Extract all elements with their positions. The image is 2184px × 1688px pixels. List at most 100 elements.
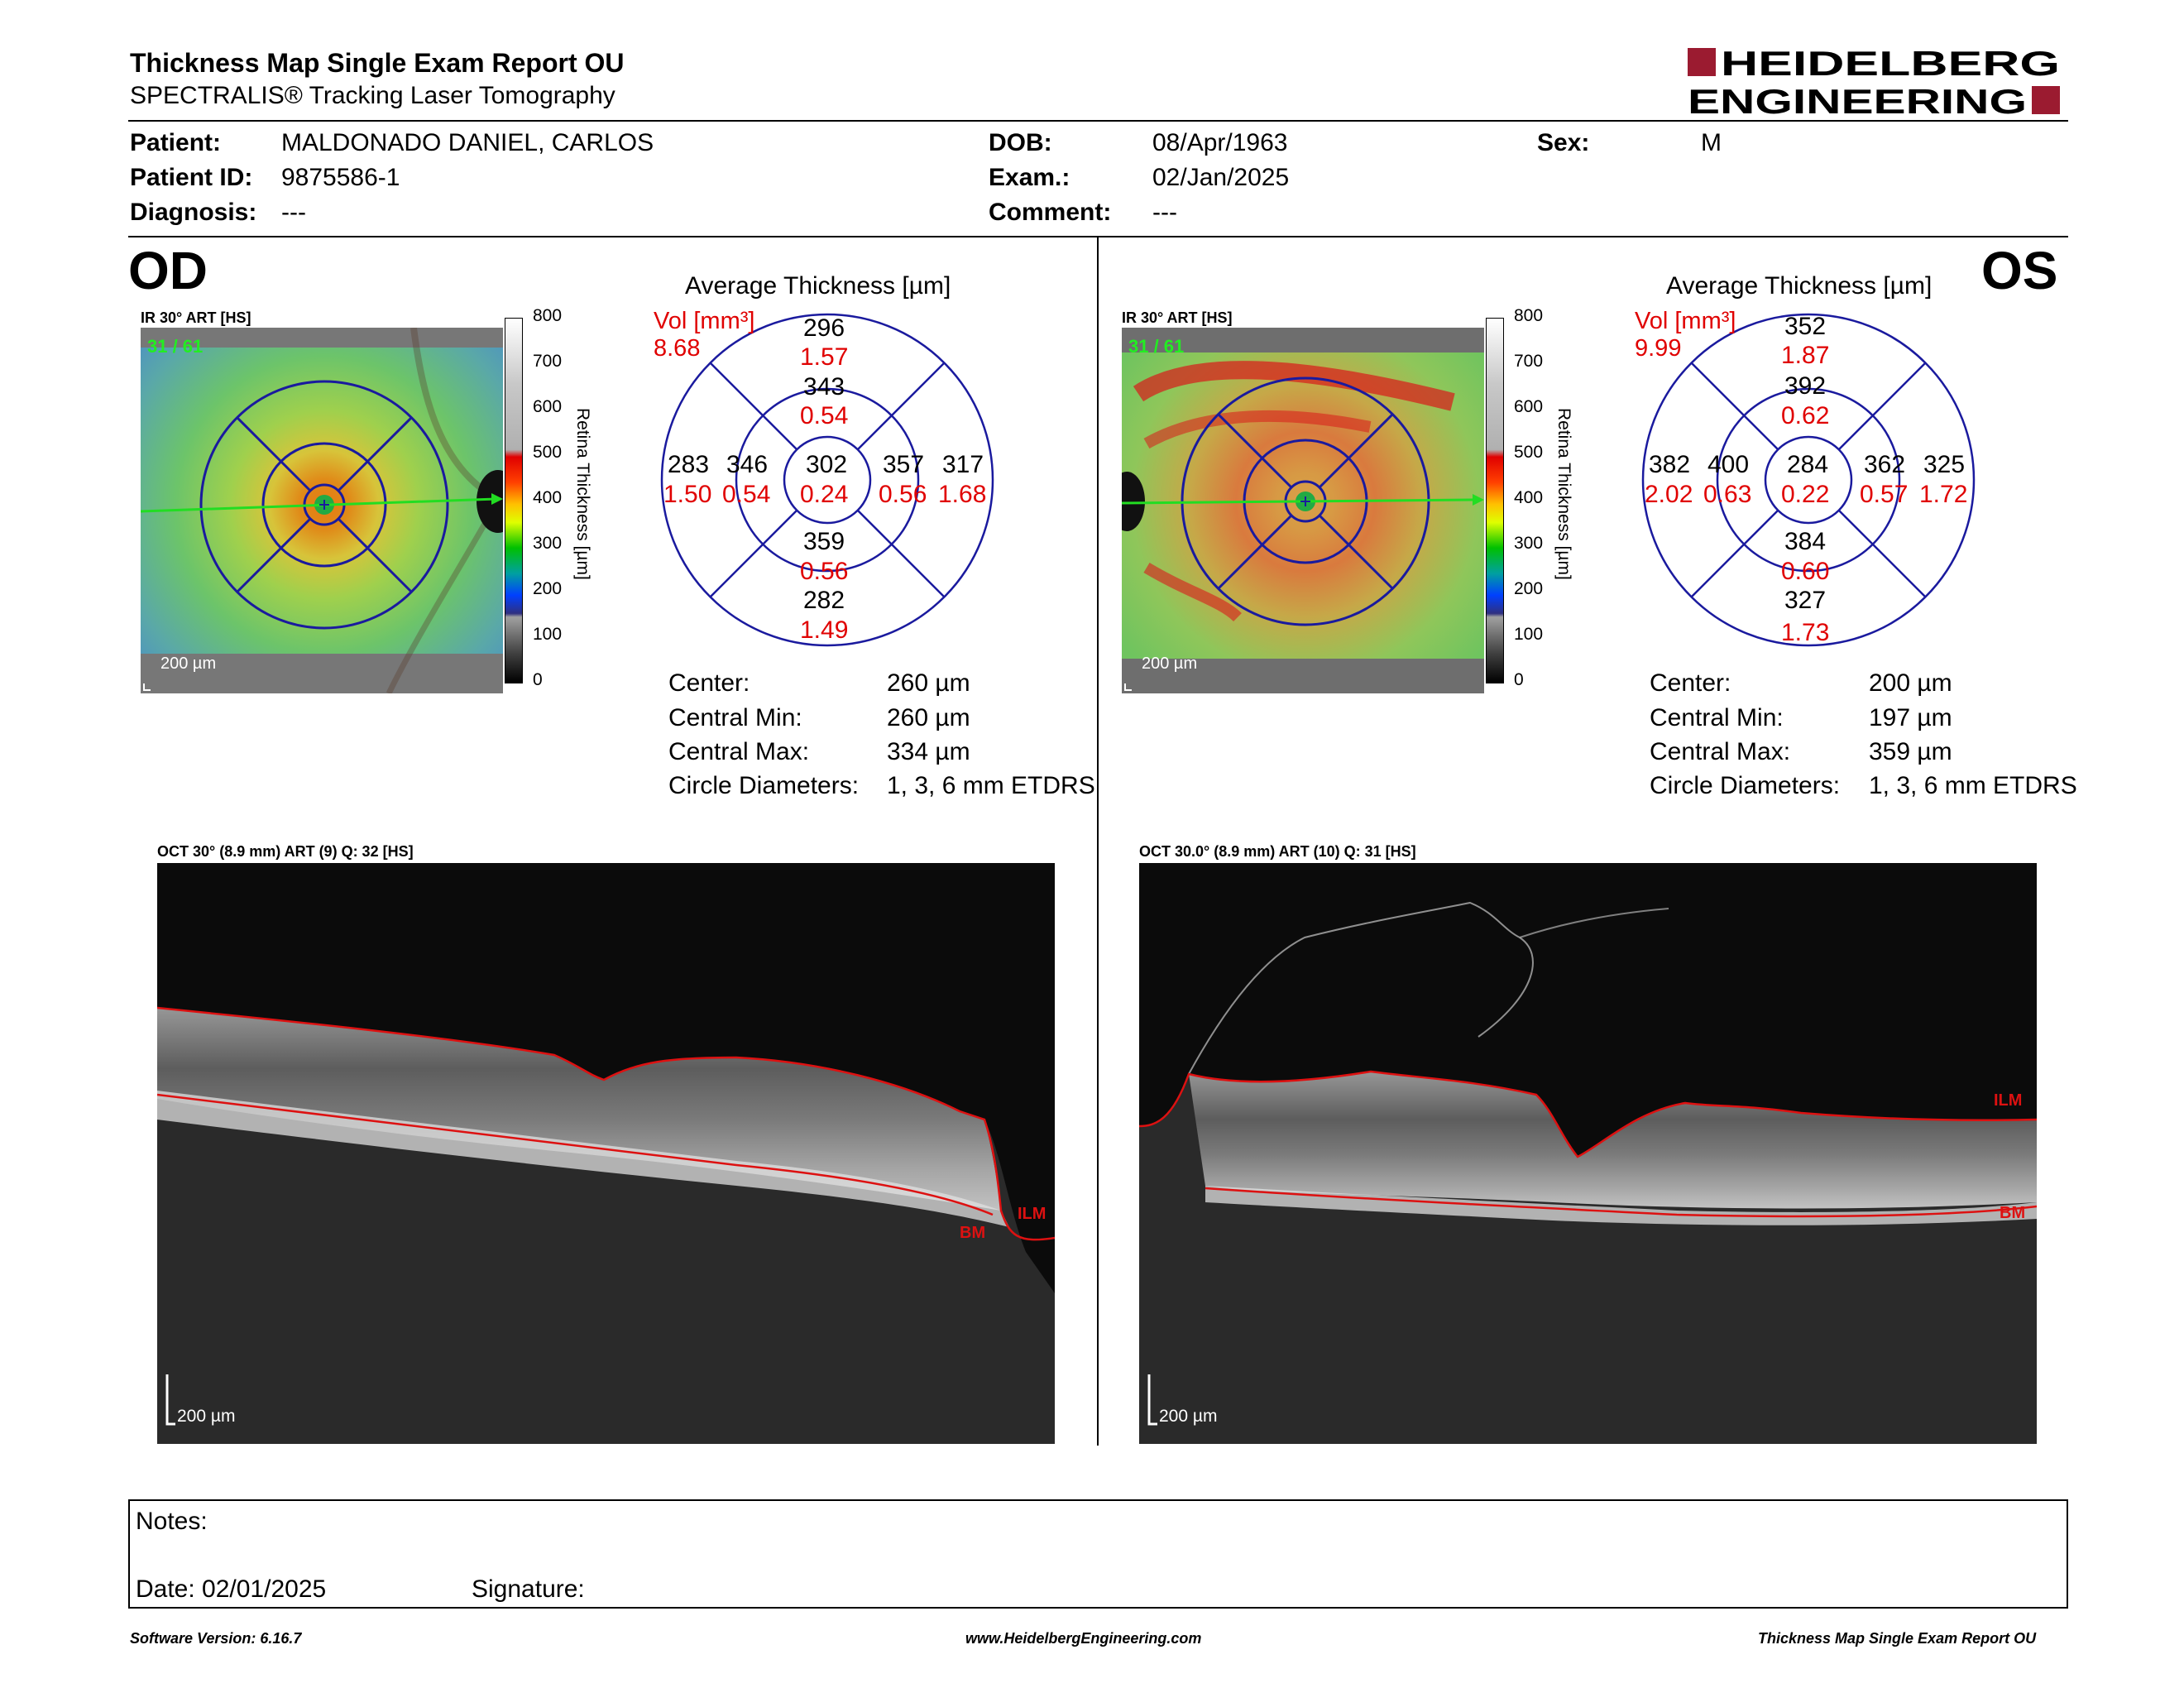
os-outer-inferior: 327 [1784,587,1827,614]
od-average-title: Average Thickness [µm] [685,272,951,300]
od-bm-label: BM [960,1224,986,1242]
od-oct-bscan: ILM BM 200 µm [157,863,1055,1444]
website: www.HeidelbergEngineering.com [965,1630,1202,1647]
od-colorbar-ticks: 800 700 600 500 400 300 200 100 0 [523,306,564,695]
od-center-label: Center: [668,669,750,697]
os-center: 284 [1787,451,1829,478]
od-center-vol: 0.24 [800,481,849,508]
os-inner-inferior-vol: 0.60 [1781,558,1830,585]
os-outer-nasal-vol: 1.72 [1919,481,1968,508]
patient-label: Patient: [130,129,222,156]
comment-value: --- [1152,199,1177,226]
report-subtitle: SPECTRALIS® Tracking Laser Tomography [130,82,615,109]
od-tick: 300 [533,534,563,553]
od-oct-label: OCT 30° (8.9 mm) ART (9) Q: 32 [HS] [157,843,414,860]
od-inner-temporal: 346 [726,451,769,478]
od-center: 302 [806,451,848,478]
header-divider [128,120,2068,122]
os-oct-bscan: ILM BM 200 µm [1139,863,2037,1444]
od-tick: 400 [533,488,563,507]
os-inner-nasal: 362 [1864,451,1906,478]
eye-divider [1097,237,1099,1446]
os-center-value: 200 µm [1869,669,1952,697]
os-central-max-value: 359 µm [1869,738,1952,765]
od-oct-scale: 200 µm [177,1407,236,1426]
od-etdrs-grid [658,310,997,650]
od-tick: 600 [533,397,563,416]
od-ilm-label: ILM [1018,1205,1046,1223]
os-tick: 200 [1514,579,1544,598]
os-colorbar [1486,318,1504,683]
patient-divider [128,236,2068,237]
od-fundus-scale: 200 µm [160,655,217,673]
dob-value: 08/Apr/1963 [1152,129,1288,156]
date-label: Date: 02/01/2025 [136,1575,327,1603]
os-inner-superior-vol: 0.62 [1781,402,1830,429]
logo-heidelberg-text: HEIDELBERG [1721,46,2060,83]
sex-label: Sex: [1537,129,1590,156]
os-colorbar-title: Retina Thickness [µm] [1554,408,1573,580]
od-outer-temporal-vol: 1.50 [663,481,712,508]
os-circle-diameters-label: Circle Diameters: [1650,772,1841,799]
os-center-label: Center: [1650,669,1731,697]
od-inner-nasal-vol: 0.56 [879,481,927,508]
od-fundus-quality: 31 / 61 [147,336,204,357]
os-eye-label: OS [1981,241,2058,300]
os-thickness-map: 31 / 61 200 µm [1122,328,1484,693]
od-inner-superior-vol: 0.54 [800,402,849,429]
os-fundus-quality: 31 / 61 [1128,336,1185,357]
os-circle-diameters-value: 1, 3, 6 mm ETDRS [1869,772,2077,799]
diagnosis-label: Diagnosis: [130,199,257,226]
od-center-value: 260 µm [887,669,970,697]
os-fundus-label: IR 30° ART [HS] [1122,309,1233,326]
report-title: Thickness Map Single Exam Report OU [130,48,625,78]
os-outer-temporal: 382 [1649,451,1691,478]
os-bm-label: BM [2000,1204,2026,1222]
os-oct-label: OCT 30.0° (8.9 mm) ART (10) Q: 31 [HS] [1139,843,1416,860]
od-outer-superior: 296 [803,314,845,342]
od-eye-label: OD [128,241,208,300]
os-inner-superior: 392 [1784,372,1827,400]
os-inner-inferior: 384 [1784,528,1827,555]
od-central-max-value: 334 µm [887,738,970,765]
os-tick: 800 [1514,306,1544,325]
os-tick: 600 [1514,397,1544,416]
os-tick: 700 [1514,352,1544,371]
os-vol-label: Vol [mm³] [1635,308,1736,334]
signature-label: Signature: [472,1575,585,1603]
os-vol-total: 9.99 [1635,335,1682,362]
patient-id-label: Patient ID: [130,164,253,191]
exam-value: 02/Jan/2025 [1152,164,1290,191]
od-tick: 0 [533,670,543,689]
os-central-min-value: 197 µm [1869,704,1952,731]
od-central-min-value: 260 µm [887,704,970,731]
od-tick: 500 [533,443,563,462]
os-inner-nasal-vol: 0.57 [1860,481,1909,508]
od-inner-superior: 343 [803,373,845,400]
od-outer-nasal-vol: 1.68 [938,481,987,508]
os-outer-nasal: 325 [1923,451,1966,478]
os-average-title: Average Thickness [µm] [1666,272,1933,300]
comment-label: Comment: [989,199,1112,226]
od-vol-total: 8.68 [654,335,701,362]
od-tick: 200 [533,579,563,598]
software-version: Software Version: 6.16.7 [130,1630,302,1647]
os-inner-temporal: 400 [1707,451,1750,478]
notes-box [128,1499,2068,1609]
od-thickness-map: 31 / 61 200 µm [141,328,503,693]
os-inner-temporal-vol: 0.63 [1703,481,1752,508]
os-center-vol: 0.22 [1781,481,1830,508]
os-fundus-scale: 200 µm [1142,655,1198,673]
os-colorbar-ticks: 800 700 600 500 400 300 200 100 0 [1504,306,1545,695]
od-colorbar [505,318,523,683]
od-outer-nasal: 317 [942,451,984,478]
os-tick: 400 [1514,488,1544,507]
od-outer-inferior-vol: 1.49 [800,616,849,644]
os-outer-temporal-vol: 2.02 [1645,481,1693,508]
od-vol-label: Vol [mm³] [654,308,755,334]
od-circle-diameters-value: 1, 3, 6 mm ETDRS [887,772,1095,799]
os-ilm-label: ILM [1994,1091,2023,1110]
heidelberg-logo: HEIDELBERG ENGINEERING [1688,44,2068,121]
os-oct-scale: 200 µm [1159,1407,1218,1426]
od-inner-inferior: 359 [803,528,845,555]
